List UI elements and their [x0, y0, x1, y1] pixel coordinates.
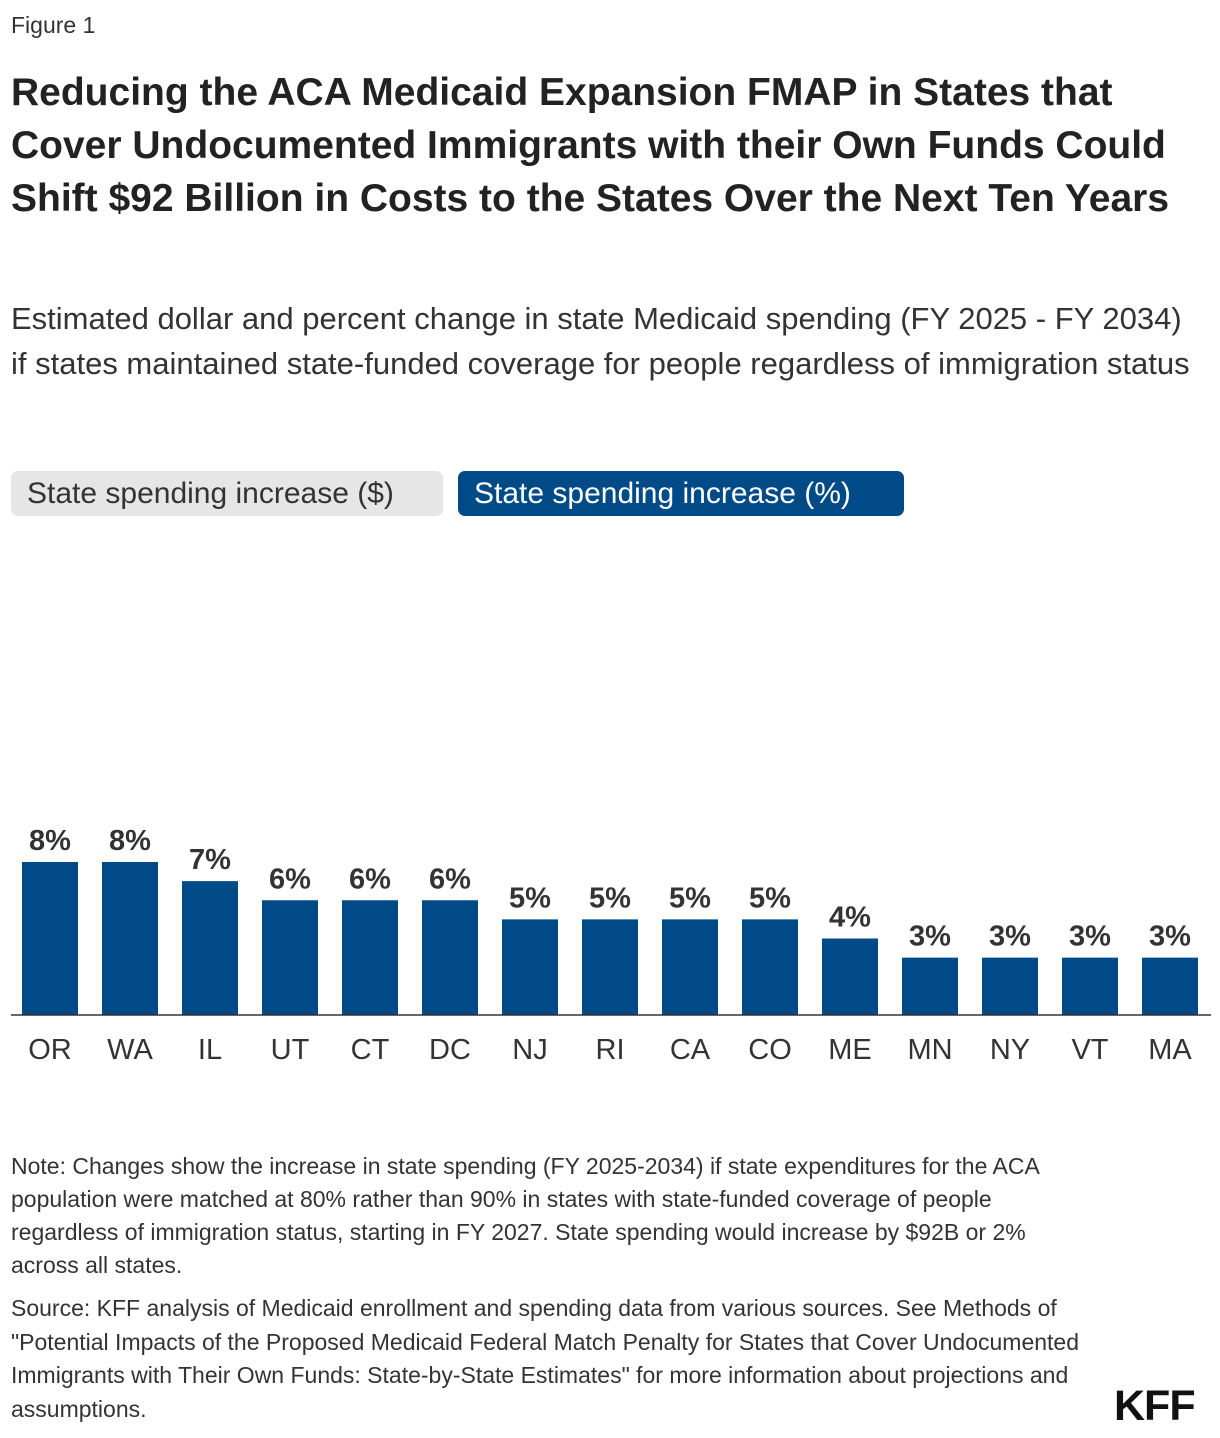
bar-ut[interactable] — [262, 900, 318, 1015]
chart-source: Source: KFF analysis of Medicaid enrollm… — [11, 1295, 1080, 1422]
bar-co[interactable] — [742, 919, 798, 1015]
x-tick-label: RI — [596, 1034, 625, 1066]
bar-chart: 8% 8% 7% 6% 6% 6% 5% 5% 5% 5% 4% 3% 3% 3% 3% OR WA IL UT C… — [11, 825, 1211, 1066]
bar-il[interactable] — [182, 881, 238, 1015]
bar-ca[interactable] — [662, 919, 718, 1015]
chart-subtitle: Estimated dollar and percent change in s… — [11, 301, 1190, 381]
bar-value-label: 3% — [1149, 921, 1191, 953]
kff-logo: KFF — [1114, 1382, 1196, 1430]
x-tick-label: CO — [748, 1034, 792, 1066]
bar-value-label: 4% — [829, 902, 871, 934]
bar-value-label: 8% — [29, 825, 71, 857]
x-tick-label: IL — [198, 1034, 222, 1066]
bar-value-label: 5% — [509, 882, 551, 914]
x-tick-label: UT — [271, 1034, 310, 1066]
x-tick-label: CT — [351, 1034, 390, 1066]
x-tick-label: WA — [107, 1034, 153, 1066]
x-tick-label: NY — [990, 1034, 1030, 1066]
figure-label: Figure 1 — [11, 12, 96, 38]
bar-value-label: 6% — [429, 863, 471, 895]
bar-dc[interactable] — [422, 900, 478, 1015]
bar-value-label: 3% — [909, 921, 951, 953]
bars-group: 8% 8% 7% 6% 6% 6% 5% 5% 5% 5% 4% 3% 3% 3% 3% — [22, 825, 1198, 1015]
x-tick-label: NJ — [512, 1034, 547, 1066]
toggle-dollar-button[interactable]: State spending increase ($) — [11, 471, 443, 516]
x-axis-ticks: OR WA IL UT CT DC NJ RI CA CO ME MN NY VT MA — [28, 1034, 1192, 1066]
bar-value-label: 6% — [349, 863, 391, 895]
x-tick-label: OR — [28, 1034, 72, 1066]
bar-ma[interactable] — [1142, 957, 1198, 1015]
bar-ny[interactable] — [982, 957, 1038, 1015]
x-tick-label: ME — [828, 1034, 872, 1066]
bar-value-label: 5% — [669, 882, 711, 914]
bar-value-label: 5% — [589, 882, 631, 914]
bar-mn[interactable] — [902, 957, 958, 1015]
x-tick-label: MA — [1148, 1034, 1192, 1066]
bar-value-label: 7% — [189, 844, 231, 876]
x-tick-label: CA — [670, 1034, 711, 1066]
x-tick-label: DC — [429, 1034, 471, 1066]
chart-note: Note: Changes show the increase in state… — [11, 1153, 1039, 1278]
metric-toggle-group: State spending increase ($) State spendi… — [11, 471, 904, 516]
bar-value-label: 3% — [1069, 921, 1111, 953]
chart-title: Reducing the ACA Medicaid Expansion FMAP… — [11, 71, 1170, 220]
bar-or[interactable] — [22, 862, 78, 1015]
bar-value-label: 5% — [749, 882, 791, 914]
bar-ri[interactable] — [582, 919, 638, 1015]
bar-me[interactable] — [822, 938, 878, 1016]
toggle-percent-button[interactable]: State spending increase (%) — [458, 471, 904, 516]
bar-value-label: 3% — [989, 921, 1031, 953]
bar-ct[interactable] — [342, 900, 398, 1015]
bar-nj[interactable] — [502, 919, 558, 1015]
x-tick-label: MN — [907, 1034, 952, 1066]
bar-vt[interactable] — [1062, 957, 1118, 1015]
bar-value-label: 8% — [109, 825, 151, 857]
bar-value-label: 6% — [269, 863, 311, 895]
bar-wa[interactable] — [102, 862, 158, 1015]
x-tick-label: VT — [1071, 1034, 1108, 1066]
